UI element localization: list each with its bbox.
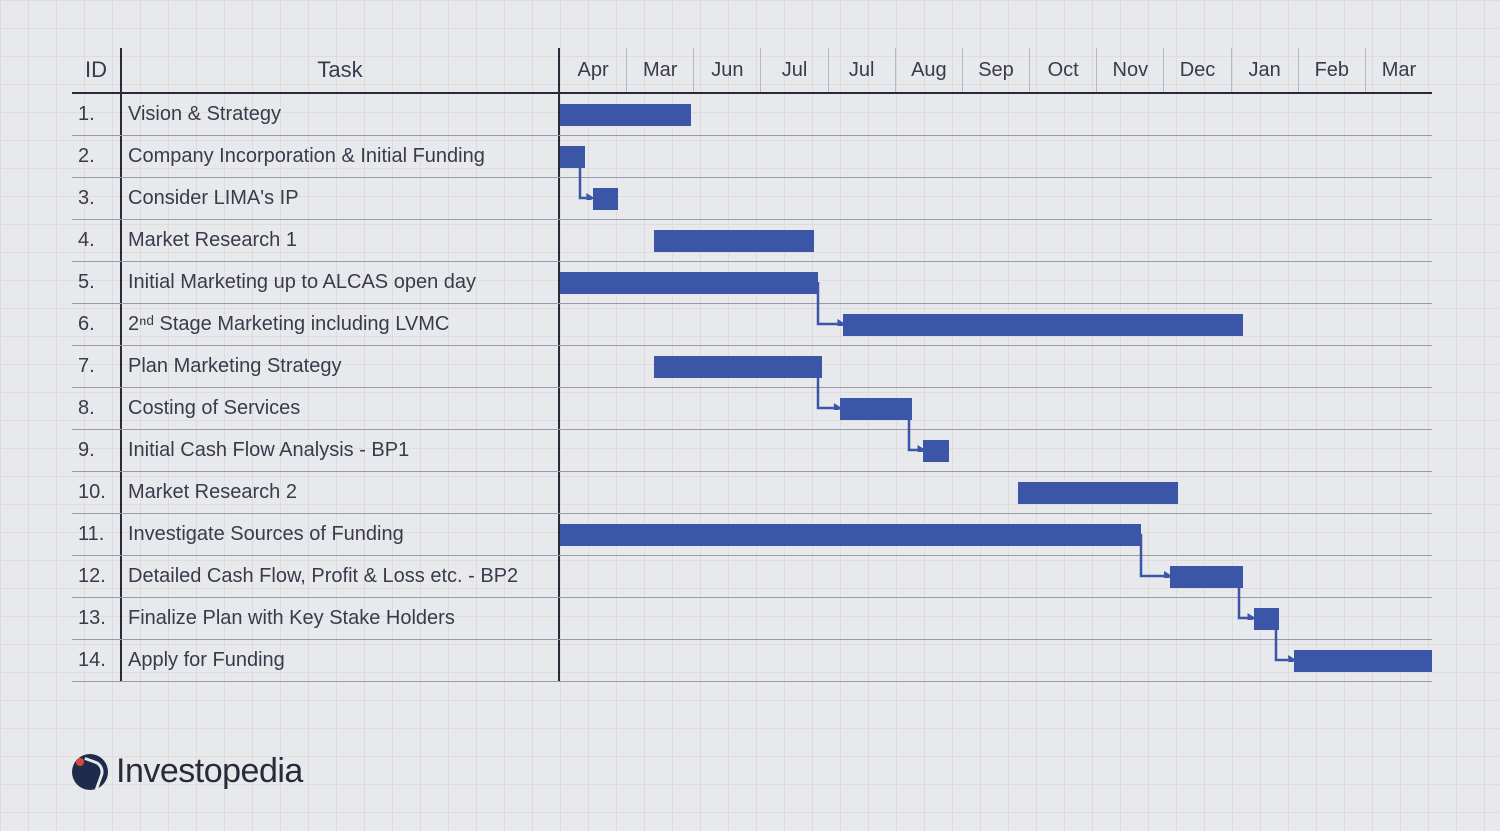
month-cell: Jul xyxy=(829,48,896,92)
task-label: Market Research 2 xyxy=(122,472,560,513)
task-row: 8.Costing of Services xyxy=(72,388,1432,430)
task-row: 9.Initial Cash Flow Analysis - BP1 xyxy=(72,430,1432,472)
bar-area xyxy=(560,514,1432,555)
task-label: Costing of Services xyxy=(122,388,560,429)
task-row: 14.Apply for Funding xyxy=(72,640,1432,682)
task-row: 1.Vision & Strategy xyxy=(72,94,1432,136)
bar-area xyxy=(560,262,1432,303)
gantt-bar xyxy=(843,314,1243,336)
task-id: 1. xyxy=(72,94,122,135)
month-cell: Jun xyxy=(694,48,761,92)
month-cell: Nov xyxy=(1097,48,1164,92)
gantt-bar xyxy=(840,398,913,420)
gantt-bar xyxy=(654,230,814,252)
task-id: 12. xyxy=(72,556,122,597)
task-label: Vision & Strategy xyxy=(122,94,560,135)
task-label: Market Research 1 xyxy=(122,220,560,261)
bar-area xyxy=(560,388,1432,429)
task-label: Plan Marketing Strategy xyxy=(122,346,560,387)
task-id: 9. xyxy=(72,430,122,471)
task-id: 11. xyxy=(72,514,122,555)
bar-area xyxy=(560,430,1432,471)
task-id: 13. xyxy=(72,598,122,639)
task-row: 10.Market Research 2 xyxy=(72,472,1432,514)
task-row: 11.Investigate Sources of Funding xyxy=(72,514,1432,556)
task-id: 10. xyxy=(72,472,122,513)
bar-area xyxy=(560,136,1432,177)
gantt-chart: ID Task AprMarJunJulJulAugSepOctNovDecJa… xyxy=(72,48,1432,682)
task-id: 4. xyxy=(72,220,122,261)
month-cell: Oct xyxy=(1030,48,1097,92)
id-header: ID xyxy=(72,48,122,92)
month-cell: Jul xyxy=(761,48,828,92)
gantt-bar xyxy=(593,188,618,210)
bar-area xyxy=(560,556,1432,597)
task-row: 5.Initial Marketing up to ALCAS open day xyxy=(72,262,1432,304)
task-label: Consider LIMA's IP xyxy=(122,178,560,219)
task-header: Task xyxy=(122,48,560,92)
task-id: 3. xyxy=(72,178,122,219)
task-label: Finalize Plan with Key Stake Holders xyxy=(122,598,560,639)
task-row: 7.Plan Marketing Strategy xyxy=(72,346,1432,388)
task-row: 3.Consider LIMA's IP xyxy=(72,178,1432,220)
brand-name: Investopedia xyxy=(116,752,303,791)
month-cell: Jan xyxy=(1232,48,1299,92)
gantt-header-row: ID Task AprMarJunJulJulAugSepOctNovDecJa… xyxy=(72,48,1432,94)
month-cell: Mar xyxy=(627,48,694,92)
investopedia-icon xyxy=(72,754,108,790)
bar-area xyxy=(560,304,1432,345)
task-label: Apply for Funding xyxy=(122,640,560,681)
task-label: 2ⁿᵈ Stage Marketing including LVMC xyxy=(122,304,560,345)
gantt-bar xyxy=(1254,608,1279,630)
bar-area xyxy=(560,94,1432,135)
month-cell: Aug xyxy=(896,48,963,92)
month-cell: Apr xyxy=(560,48,627,92)
gantt-bar xyxy=(560,146,585,168)
task-row: 12.Detailed Cash Flow, Profit & Loss etc… xyxy=(72,556,1432,598)
bar-area xyxy=(560,220,1432,261)
bar-area xyxy=(560,598,1432,639)
bar-area xyxy=(560,178,1432,219)
month-cell: Mar xyxy=(1366,48,1432,92)
gantt-bar xyxy=(654,356,821,378)
task-id: 5. xyxy=(72,262,122,303)
gantt-bar xyxy=(1018,482,1178,504)
task-label: Initial Cash Flow Analysis - BP1 xyxy=(122,430,560,471)
task-row: 2.Company Incorporation & Initial Fundin… xyxy=(72,136,1432,178)
task-id: 6. xyxy=(72,304,122,345)
gantt-bar xyxy=(1170,566,1243,588)
task-label: Initial Marketing up to ALCAS open day xyxy=(122,262,560,303)
bar-area xyxy=(560,346,1432,387)
task-label: Investigate Sources of Funding xyxy=(122,514,560,555)
task-id: 7. xyxy=(72,346,122,387)
bar-area xyxy=(560,472,1432,513)
gantt-bar xyxy=(560,524,1141,546)
task-id: 14. xyxy=(72,640,122,681)
task-label: Company Incorporation & Initial Funding xyxy=(122,136,560,177)
task-id: 2. xyxy=(72,136,122,177)
months-header: AprMarJunJulJulAugSepOctNovDecJanFebMar xyxy=(560,48,1432,92)
gantt-bar xyxy=(560,272,818,294)
gantt-body: 1.Vision & Strategy2.Company Incorporati… xyxy=(72,94,1432,682)
brand-logo: Investopedia xyxy=(72,752,303,791)
gantt-bar xyxy=(923,440,948,462)
task-row: 4.Market Research 1 xyxy=(72,220,1432,262)
gantt-bar xyxy=(1294,650,1432,672)
task-row: 6.2ⁿᵈ Stage Marketing including LVMC xyxy=(72,304,1432,346)
month-cell: Feb xyxy=(1299,48,1366,92)
task-id: 8. xyxy=(72,388,122,429)
bar-area xyxy=(560,640,1432,681)
month-cell: Dec xyxy=(1164,48,1231,92)
task-label: Detailed Cash Flow, Profit & Loss etc. -… xyxy=(122,556,560,597)
month-cell: Sep xyxy=(963,48,1030,92)
task-row: 13.Finalize Plan with Key Stake Holders xyxy=(72,598,1432,640)
gantt-bar xyxy=(560,104,691,126)
